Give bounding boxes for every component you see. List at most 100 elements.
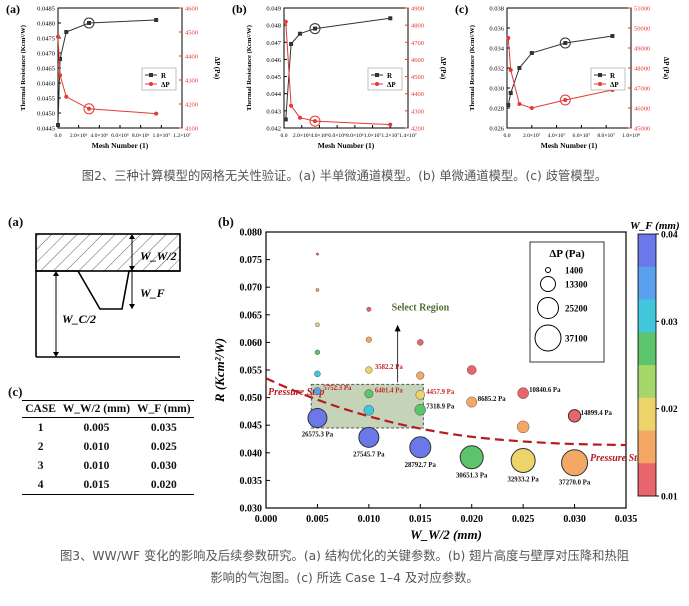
table-cell: 0.005 [83, 421, 110, 434]
x-tick-label: 0.020 [460, 514, 483, 525]
figure3-caption-line1: 图3、WW/WF 变化的影响及后续参数研究。(a) 结构优化的关键参数。(b) … [59, 549, 630, 563]
bubble-pressure-label: 10840.6 Pa [529, 387, 561, 394]
chart-legend [367, 67, 403, 91]
selected-mesh-marker [309, 115, 321, 127]
panel-label-a: (a) [8, 214, 24, 229]
right-tick-label: 47000 [634, 86, 650, 93]
colorbar-segment [638, 463, 656, 497]
left-axis-label: Thermal Resistance (Kcm²/W) [246, 25, 253, 111]
plot-frame [283, 7, 409, 129]
series-r-point [56, 123, 60, 127]
pressure-step-label-right: Pressure Step [590, 453, 646, 464]
series-r-point [388, 16, 393, 21]
right-axis-label: ΔP (Pa) [439, 57, 447, 80]
legend-dp-label: ΔP [387, 81, 396, 89]
select-region-label: Select Region [392, 302, 450, 313]
bubble-point [364, 389, 374, 399]
bubble-point [316, 252, 319, 256]
right-axis-label: ΔP (Pa) [213, 57, 221, 80]
x-tick-label: 1.0×10⁸ [622, 133, 640, 139]
mesh-chart-0: (a) 0.0445 0.0450 0.0455 0.0460 0.0465 0.0470 0… [6, 2, 221, 150]
table-cell: 3 [37, 459, 44, 472]
bubble-pressure-label: 30651.3 Pa [456, 473, 488, 480]
bubble-point [315, 288, 320, 292]
colorbar-title: W_F (mm) [630, 220, 680, 232]
series-dp-point [289, 103, 294, 108]
bubble-point [415, 390, 425, 400]
colorbar-tick-label: 0.03 [661, 318, 678, 328]
right-tick-label: 45000 [634, 126, 650, 133]
bubble-pressure-label: 32933.2 Pa [507, 477, 539, 484]
series-dp-point [529, 106, 534, 110]
selected-mesh-marker [83, 17, 95, 29]
left-tick-label: 0.034 [489, 46, 504, 53]
bubble-point [366, 306, 372, 312]
table-header: W_W/2 (mm) [59, 400, 134, 418]
bubble-point [561, 449, 589, 477]
series-dp-point [508, 68, 513, 72]
series-r-point [313, 26, 317, 31]
table-header-row: CASE W_W/2 (mm) W_F (mm) [22, 400, 194, 418]
figure2-caption: 图2、三种计算模型的网格无关性验证。(a) 半单微通道模型。(b) 单微通道模型… [81, 169, 608, 183]
x-tick-label: 1.2×10⁷ [381, 133, 399, 139]
table-cell: 0.015 [59, 475, 134, 495]
series-r-line [57, 19, 157, 126]
left-tick-label: 0.0445 [37, 126, 55, 133]
x-tick-label: 0.0 [504, 133, 511, 139]
left-axis-label: Thermal Resistance (Kcm²/W) [20, 25, 27, 111]
table-row: 2 0.010 0.025 [22, 437, 194, 456]
table-cell: 0.025 [150, 440, 177, 453]
right-tick-label: 49000 [634, 46, 650, 53]
y-tick-label: 0.075 [240, 255, 263, 266]
bubble-point [466, 396, 478, 408]
bubble-point [510, 448, 536, 474]
pressure-step-curve [265, 377, 627, 447]
bubble-point [414, 404, 426, 416]
colorbar-segment [638, 430, 656, 464]
x-tick-label: 2.0×10⁶ [70, 133, 88, 139]
bubble-point [516, 420, 530, 434]
series-dp-point [154, 111, 159, 116]
chart-legend [590, 67, 626, 91]
left-axis-label: Thermal Resistance (Kcm²/W) [469, 25, 476, 111]
colorbar-tick-label: 0.02 [661, 405, 678, 415]
right-tick-label: 4100 [185, 126, 198, 133]
table-cell: 1 [37, 421, 44, 434]
bubble-pressure-label: 3582.2 Pa [375, 364, 404, 371]
series-dp-point [283, 19, 288, 24]
series-r-point [563, 41, 568, 45]
series-r-point [517, 66, 522, 70]
series-dp-point [58, 73, 63, 78]
colorbar-segment [638, 234, 656, 268]
colorbar-frame [637, 233, 657, 497]
left-tick-label: 0.044 [266, 91, 281, 98]
colorbar-segment [638, 332, 656, 366]
fin-outline [36, 270, 180, 310]
left-tick-label: 0.036 [489, 26, 504, 33]
left-tick-label: 0.0465 [37, 66, 55, 73]
colorbar-segment [638, 266, 656, 300]
chart-panel-label: (c) [455, 2, 468, 16]
bubble-point [416, 371, 425, 380]
bubble-pressure-label: 8685.2 Pa [478, 396, 507, 403]
right-tick-label: 4400 [411, 91, 424, 98]
right-tick-label: 4300 [185, 78, 198, 85]
y-tick-label: 0.060 [240, 338, 263, 349]
legend-r-label: R [161, 72, 167, 80]
left-tick-label: 0.047 [266, 40, 281, 47]
x-tick-label: 1.0×10⁷ [364, 133, 382, 139]
left-tick-label: 0.0480 [37, 21, 55, 28]
table-cell: 0.030 [150, 459, 177, 472]
x-tick-label: 4.0×10⁶ [90, 133, 108, 139]
left-tick-label: 0.0455 [37, 96, 55, 103]
pressure-step-label-left: Pressure Step [268, 387, 324, 398]
right-tick-label: 4500 [411, 74, 424, 81]
right-tick-label: 4600 [185, 6, 198, 13]
table-header: CASE [22, 400, 60, 418]
chart-panel-label: (a) [6, 2, 20, 16]
size-legend-marker [534, 324, 562, 352]
mesh-independence-charts: (a)0.04450.04500.04550.04600.04650.04700… [6, 2, 670, 150]
size-legend-label: 13300 [565, 280, 588, 290]
y-tick-label: 0.080 [240, 228, 263, 239]
bubble-point [459, 445, 484, 470]
